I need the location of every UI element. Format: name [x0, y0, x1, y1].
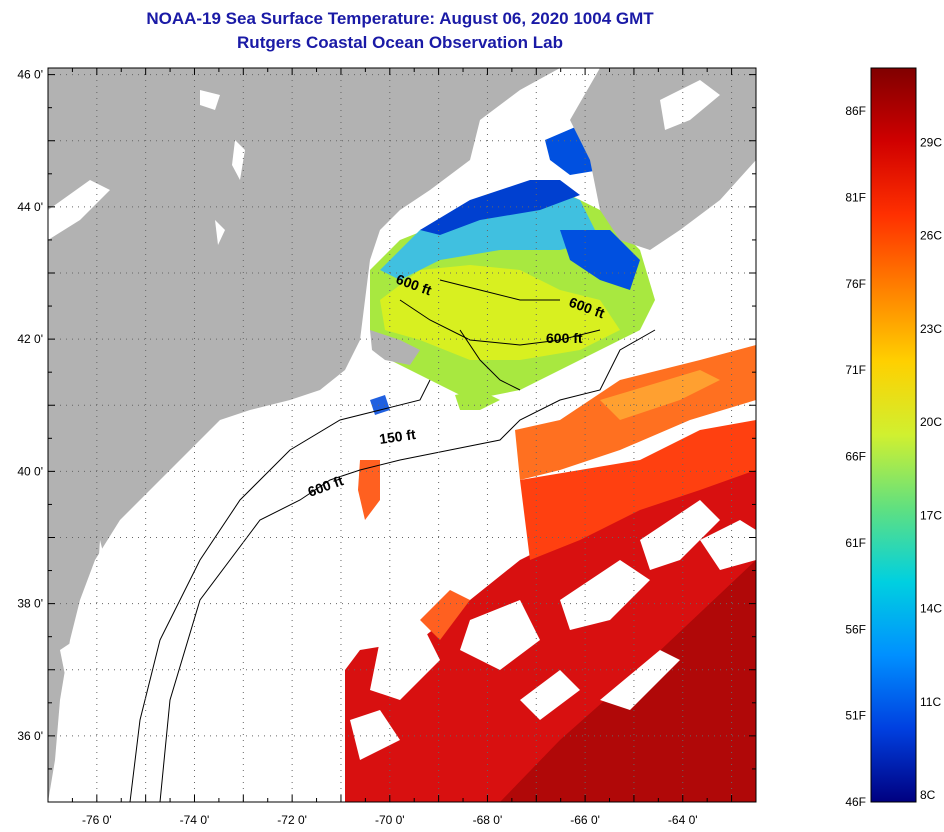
sst-gulf-of-maine	[370, 125, 655, 415]
colorbar-f-label: 76F	[845, 277, 866, 291]
colorbar-f-label: 81F	[845, 191, 866, 205]
lon-label: -74 0'	[180, 813, 210, 827]
land	[48, 68, 756, 802]
colorbar-c-label: 26C	[920, 229, 942, 243]
colorbar-c-label: 20C	[920, 415, 942, 429]
map-subtitle: Rutgers Coastal Ocean Observation Lab	[237, 33, 563, 52]
contour-label: 150 ft	[378, 426, 417, 447]
lat-label: 42 0'	[17, 332, 43, 346]
colorbar-f-label: 46F	[845, 795, 866, 809]
map-title: NOAA-19 Sea Surface Temperature: August …	[146, 9, 654, 28]
colorbar-c-label: 17C	[920, 508, 942, 522]
colorbar-f-label: 51F	[845, 709, 866, 723]
map-area: 600 ft 600 ft 600 ft 150 ft 600 ft	[48, 68, 756, 802]
lat-label: 46 0'	[17, 68, 43, 82]
colorbar-c-label: 8C	[920, 788, 936, 802]
colorbar-f-label: 86F	[845, 104, 866, 118]
colorbar-f-label: 61F	[845, 536, 866, 550]
lat-label: 44 0'	[17, 200, 43, 214]
cloud-patches	[350, 500, 756, 760]
lon-label: -70 0'	[375, 813, 405, 827]
map-frame	[47, 67, 757, 803]
colorbar	[870, 67, 917, 803]
colorbar-f-label: 66F	[845, 450, 866, 464]
inland-water	[48, 80, 720, 700]
lon-label: -68 0'	[473, 813, 503, 827]
colorbar-f-label: 71F	[845, 363, 866, 377]
lon-label: -64 0'	[668, 813, 698, 827]
contour-label: 600 ft	[546, 330, 583, 346]
lon-label: -72 0'	[277, 813, 307, 827]
grid-lines	[48, 68, 756, 802]
colorbar-c-label: 14C	[920, 602, 942, 616]
colorbar-f-label: 56F	[845, 622, 866, 636]
colorbar-labels: 86F 81F 76F 71F 66F 61F 56F 51F 46F 29C 26C 23C 20C 1…	[845, 104, 942, 809]
colorbar-c-label: 23C	[920, 322, 942, 336]
axis-ticks	[47, 68, 757, 803]
bathymetry-contours	[129, 279, 656, 802]
colorbar-c-label: 29C	[920, 135, 942, 149]
lon-label: -66 0'	[570, 813, 600, 827]
sst-warm-region	[345, 345, 756, 802]
lat-label: 38 0'	[17, 597, 43, 611]
lat-label: 40 0'	[17, 464, 43, 478]
colorbar-c-label: 11C	[920, 695, 941, 709]
lat-label: 36 0'	[17, 729, 43, 743]
axis-labels: 46 0' 44 0' 42 0' 40 0' 38 0' 36 0' -76 0' -74 …	[17, 68, 697, 827]
lon-label: -76 0'	[82, 813, 112, 827]
